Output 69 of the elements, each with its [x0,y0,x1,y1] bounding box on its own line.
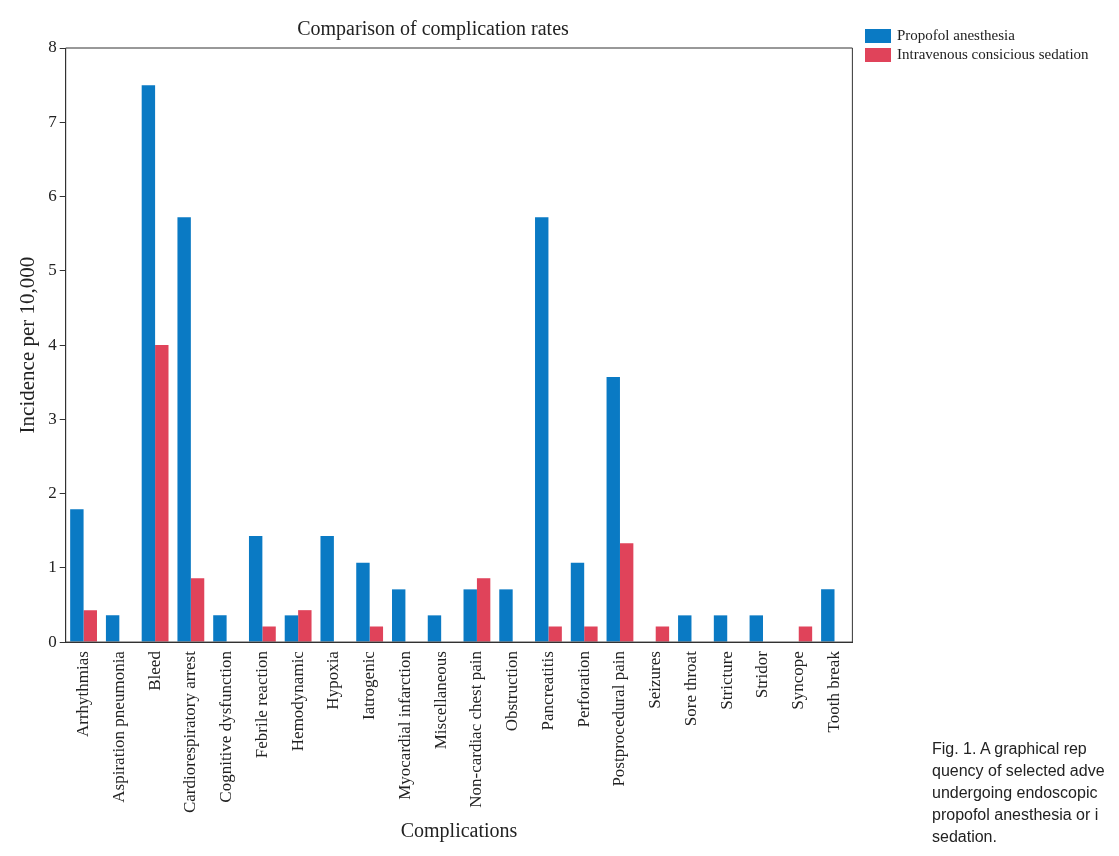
y-tick-label: 0 [48,631,57,651]
legend-label: Intravenous consicious sedation [897,46,1089,63]
bar [570,562,585,642]
bar [70,509,84,642]
y-tick-label: 1 [48,557,57,577]
bar [798,626,813,642]
bar [298,610,312,642]
x-tick-label: Postprocedural pain [609,650,629,787]
x-tick-label: Bleed [144,650,164,691]
x-tick-label: Stridor [752,650,772,699]
y-tick-label: 3 [48,408,57,428]
x-tick-label: Myocardial infarction [394,650,414,800]
x-tick-label: Perforation [573,650,593,728]
bar [476,578,491,642]
bar [83,610,97,642]
bar [427,615,442,642]
y-tick-label: 6 [48,185,57,205]
chart-title: Comparison of complication rates [297,17,570,41]
bar [284,615,299,642]
x-tick-label: Sore throat [680,650,700,727]
x-tick-label: Stricture [716,651,736,710]
bar [619,543,634,642]
x-tick-label: Hemodynamic [287,650,307,752]
bar [678,615,692,642]
bar [141,85,156,642]
bar [821,589,835,642]
bar [535,217,549,642]
y-tick-label: 7 [48,111,58,131]
bar [190,578,205,642]
x-tick-label: Obstruction [502,650,522,732]
bar [548,626,562,642]
bar [463,589,477,642]
x-tick-label: Hypoxia [323,650,343,710]
y-tick-label: 8 [48,37,57,57]
bar [392,589,406,642]
bar [606,376,620,642]
y-tick-label: 2 [48,483,57,503]
x-tick-label: Tooth break [823,650,843,733]
x-tick-label: Arrhythmias [73,651,93,738]
bar [155,345,169,642]
bar [248,535,263,642]
bar [584,626,598,642]
x-tick-label: Syncope [788,651,808,710]
bar [356,562,370,642]
x-tick-label: Iatrogenic [359,650,379,720]
legend-label: Propofol anesthesia [897,27,1015,44]
x-tick-label: Seizures [645,651,665,709]
x-tick-label: Febrile reaction [251,650,271,759]
caption: Fig. 1. A graphical rep quency of selected adve undergoing endoscopic propofol anesthesia or i sedation. [932,739,1105,847]
bar [369,626,384,642]
x-tick-label: Non-cardiac chest pain [466,650,486,808]
bar [320,535,334,642]
y-axis-title: Incidence per 10,000 [15,256,40,434]
bar [105,615,120,642]
y-tick-label: 5 [48,260,57,280]
bar [262,626,276,642]
bar [499,589,513,642]
x-tick-label: Aspiration pneumonia [108,650,128,803]
bar [655,626,670,642]
y-tick-label: 4 [48,334,58,354]
bar [749,615,763,642]
bar [213,615,227,642]
x-tick-label: Cardiorespiratory arrest [180,650,200,814]
x-tick-label: Cognitive dysfunction [216,650,236,803]
bar [713,615,728,642]
x-tick-label: Pancreatitis [537,651,557,731]
x-axis-title: Complications [400,819,518,843]
bar [177,217,191,642]
x-tick-label: Miscellaneous [430,651,450,750]
